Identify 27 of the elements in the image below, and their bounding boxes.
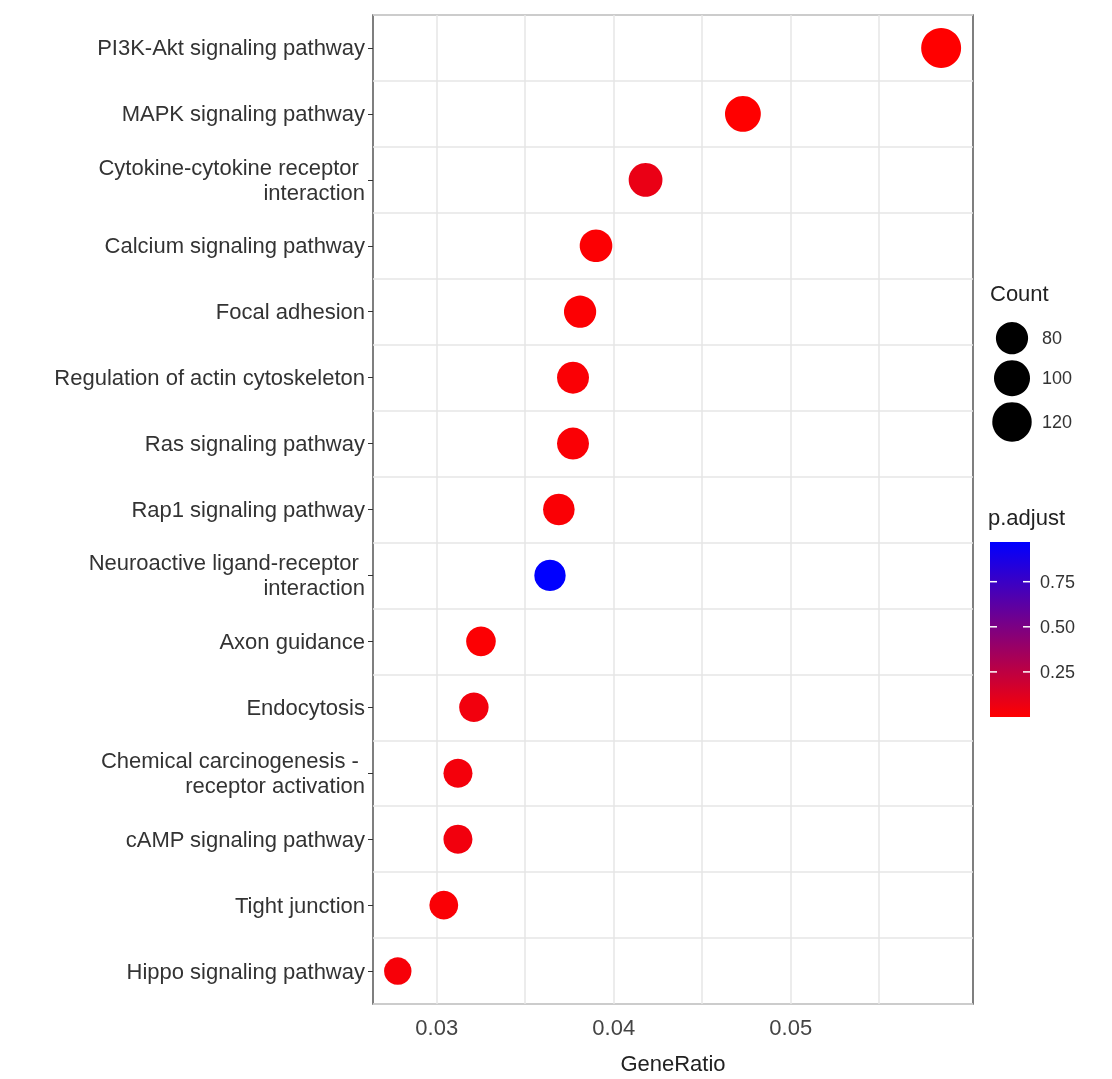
y-tick-label: Calcium signaling pathway [104, 233, 365, 259]
x-axis-title: GeneRatio [620, 1050, 726, 1076]
y-tick-label: Cytokine-cytokine receptor interaction [98, 154, 365, 205]
y-tick-label: Axon guidance [219, 628, 365, 654]
legend-title: Count [990, 280, 1049, 306]
x-tick-label: 0.03 [415, 1014, 459, 1040]
y-tick-label: MAPK signaling pathway [121, 101, 365, 127]
y-tick-label: Regulation of actin cytoskeleton [54, 365, 365, 391]
legend-label: 80 [1042, 328, 1063, 349]
color-bar-label: 0.75 [1040, 571, 1076, 592]
color-bar-title: p.adjust [988, 504, 1066, 530]
y-tick-label: Endocytosis [246, 694, 365, 720]
x-tick-label: 0.04 [592, 1014, 636, 1040]
y-tick-label: Ras signaling pathway [144, 431, 365, 457]
y-tick-label: Chemical carcinogenesis - receptor activation [100, 748, 365, 799]
y-tick-label: cAMP signaling pathway [125, 826, 365, 852]
legend-label: 120 [1042, 411, 1073, 432]
y-tick-label: Rap1 signaling pathway [131, 497, 365, 522]
x-tick-label: 0.05 [769, 1014, 813, 1040]
y-tick-label: PI3K-Akt signaling pathway [97, 35, 365, 61]
y-tick-label: Focal adhesion [215, 299, 365, 325]
y-tick-label: Tight junction [234, 892, 365, 918]
y-tick-label: Hippo signaling pathway [126, 958, 365, 984]
color-bar-label: 0.25 [1040, 661, 1076, 682]
legend-label: 100 [1042, 368, 1073, 389]
color-bar-label: 0.50 [1040, 616, 1076, 637]
y-tick-label: Neuroactive ligand-receptor interaction [88, 550, 365, 601]
